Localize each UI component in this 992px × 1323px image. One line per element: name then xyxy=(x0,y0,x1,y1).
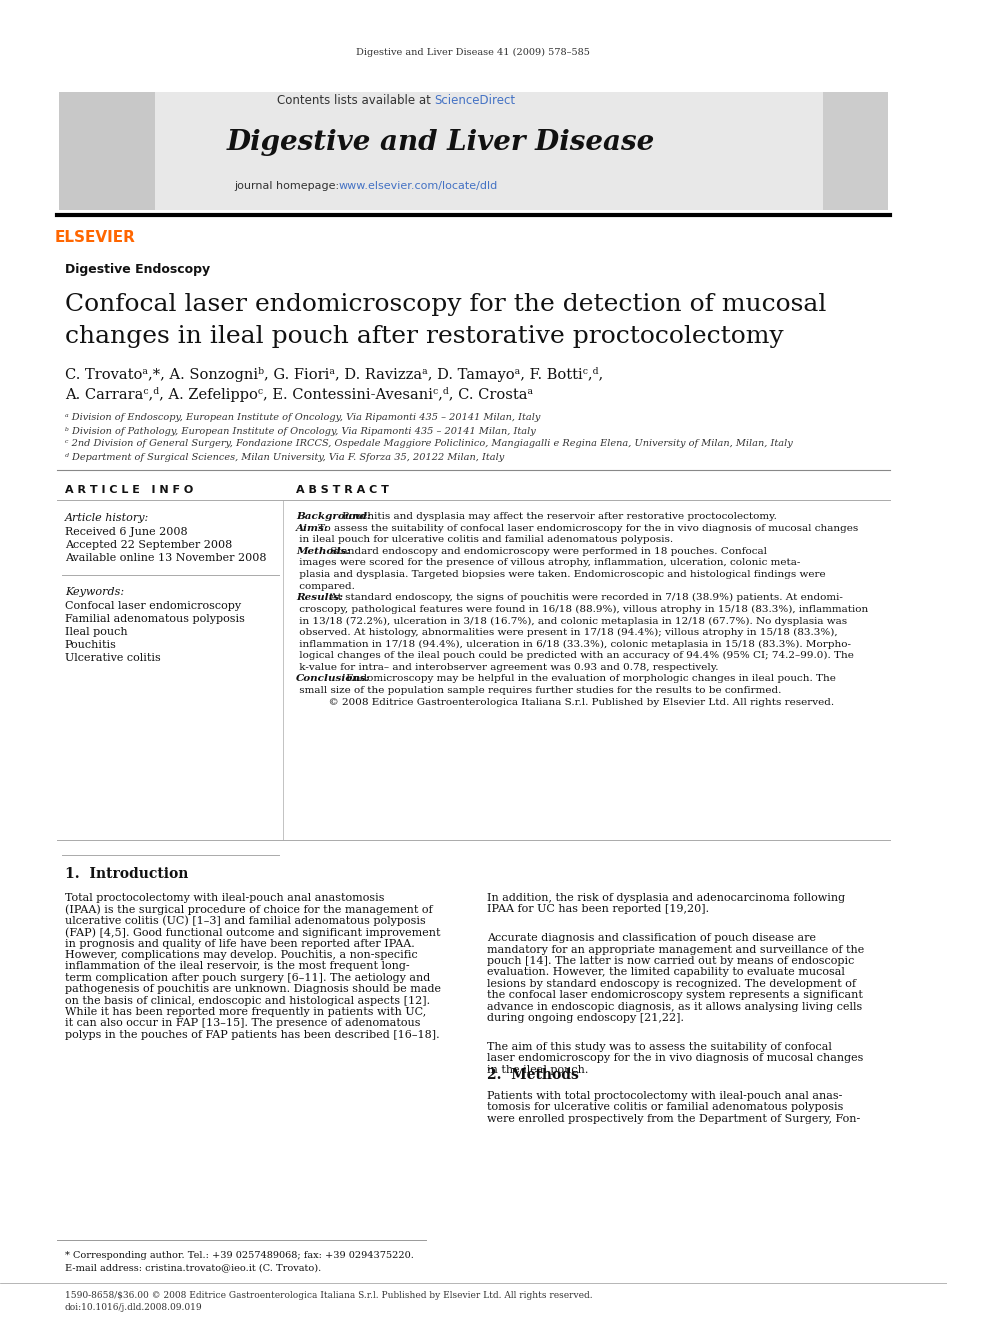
Text: Results:: Results: xyxy=(296,593,343,602)
Text: Pouchitis and dysplasia may affect the reservoir after restorative proctocolecto: Pouchitis and dysplasia may affect the r… xyxy=(339,512,777,521)
Text: in the ileal pouch.: in the ileal pouch. xyxy=(487,1065,588,1074)
Text: Standard endoscopy and endomicroscopy were performed in 18 pouches. Confocal: Standard endoscopy and endomicroscopy we… xyxy=(327,546,767,556)
Text: www.elsevier.com/locate/dld: www.elsevier.com/locate/dld xyxy=(339,181,498,191)
Text: However, complications may develop. Pouchitis, a non-specific: However, complications may develop. Pouc… xyxy=(64,950,418,960)
Text: At standard endoscopy, the signs of pouchitis were recorded in 7/18 (38.9%) pati: At standard endoscopy, the signs of pouc… xyxy=(327,593,843,602)
Text: compared.: compared. xyxy=(296,582,355,590)
Text: A. Carraraᶜ,ᵈ, A. Zefelippoᶜ, E. Contessini-Avesaniᶜ,ᵈ, C. Crostaᵃ: A. Carraraᶜ,ᵈ, A. Zefelippoᶜ, E. Contess… xyxy=(64,388,533,402)
Text: A R T I C L E   I N F O: A R T I C L E I N F O xyxy=(64,486,193,495)
Text: journal homepage:: journal homepage: xyxy=(234,181,342,191)
Text: laser endomicroscopy for the in vivo diagnosis of mucosal changes: laser endomicroscopy for the in vivo dia… xyxy=(487,1053,863,1064)
Text: logical changes of the ileal pouch could be predicted with an accuracy of 94.4% : logical changes of the ileal pouch could… xyxy=(296,651,854,660)
Text: ᶜ 2nd Division of General Surgery, Fondazione IRCCS, Ospedale Maggiore Policlini: ᶜ 2nd Division of General Surgery, Fonda… xyxy=(64,439,793,448)
Text: in ileal pouch for ulcerative colitis and familial adenomatous polyposis.: in ileal pouch for ulcerative colitis an… xyxy=(296,536,673,544)
Text: Article history:: Article history: xyxy=(64,513,149,523)
Text: observed. At histology, abnormalities were present in 17/18 (94.4%); villous atr: observed. At histology, abnormalities we… xyxy=(296,628,837,638)
Text: Digestive Endoscopy: Digestive Endoscopy xyxy=(64,263,210,277)
Text: Digestive and Liver Disease: Digestive and Liver Disease xyxy=(227,128,655,156)
Text: Received 6 June 2008: Received 6 June 2008 xyxy=(64,527,187,537)
Text: In addition, the risk of dysplasia and adenocarcinoma following: In addition, the risk of dysplasia and a… xyxy=(487,893,845,904)
FancyBboxPatch shape xyxy=(822,93,888,210)
Text: C. Trovatoᵃ,*, A. Sonzogniᵇ, G. Fioriᵃ, D. Ravizzaᵃ, D. Tamayoᵃ, F. Bottiᶜ,ᵈ,: C. Trovatoᵃ,*, A. Sonzogniᵇ, G. Fioriᵃ, … xyxy=(64,366,603,381)
Text: Total proctocolectomy with ileal-pouch anal anastomosis: Total proctocolectomy with ileal-pouch a… xyxy=(64,893,384,904)
Text: doi:10.1016/j.dld.2008.09.019: doi:10.1016/j.dld.2008.09.019 xyxy=(64,1303,202,1311)
Text: tomosis for ulcerative colitis or familial adenomatous polyposis: tomosis for ulcerative colitis or famili… xyxy=(487,1102,843,1113)
Text: Pouchitis: Pouchitis xyxy=(64,640,117,650)
Text: 2.  Methods: 2. Methods xyxy=(487,1068,578,1082)
Text: Digestive and Liver Disease 41 (2009) 578–585: Digestive and Liver Disease 41 (2009) 57… xyxy=(356,48,590,57)
Text: Accepted 22 September 2008: Accepted 22 September 2008 xyxy=(64,540,232,550)
Text: While it has been reported more frequently in patients with UC,: While it has been reported more frequent… xyxy=(64,1007,427,1017)
Text: advance in endoscopic diagnosis, as it allows analysing living cells: advance in endoscopic diagnosis, as it a… xyxy=(487,1002,862,1012)
Text: Ulcerative colitis: Ulcerative colitis xyxy=(64,654,161,663)
Text: Patients with total proctocolectomy with ileal-pouch anal anas-: Patients with total proctocolectomy with… xyxy=(487,1091,842,1101)
Text: Ileal pouch: Ileal pouch xyxy=(64,627,128,636)
Text: plasia and dysplasia. Targeted biopsies were taken. Endomicroscopic and histolog: plasia and dysplasia. Targeted biopsies … xyxy=(296,570,825,579)
Text: ᵇ Division of Pathology, European Institute of Oncology, Via Ripamonti 435 – 201: ᵇ Division of Pathology, European Instit… xyxy=(64,426,536,435)
Text: IPAA for UC has been reported [19,20].: IPAA for UC has been reported [19,20]. xyxy=(487,905,709,914)
Text: croscopy, pathological features were found in 16/18 (88.9%), villous atrophy in : croscopy, pathological features were fou… xyxy=(296,605,868,614)
Text: A B S T R A C T: A B S T R A C T xyxy=(296,486,389,495)
Text: polyps in the pouches of FAP patients has been described [16–18].: polyps in the pouches of FAP patients ha… xyxy=(64,1029,439,1040)
Text: term complication after pouch surgery [6–11]. The aetiology and: term complication after pouch surgery [6… xyxy=(64,972,431,983)
Text: Conclusions:: Conclusions: xyxy=(296,675,370,684)
Text: images were scored for the presence of villous atrophy, inflammation, ulceration: images were scored for the presence of v… xyxy=(296,558,801,568)
Text: The aim of this study was to assess the suitability of confocal: The aim of this study was to assess the … xyxy=(487,1041,831,1052)
Text: (IPAA) is the surgical procedure of choice for the management of: (IPAA) is the surgical procedure of choi… xyxy=(64,905,433,916)
Text: changes in ileal pouch after restorative proctocolectomy: changes in ileal pouch after restorative… xyxy=(64,325,784,348)
Text: ᵈ Department of Surgical Sciences, Milan University, Via F. Sforza 35, 20122 Mil: ᵈ Department of Surgical Sciences, Milan… xyxy=(64,452,504,462)
Text: on the basis of clinical, endoscopic and histological aspects [12].: on the basis of clinical, endoscopic and… xyxy=(64,996,430,1005)
Text: small size of the population sample requires further studies for the results to : small size of the population sample requ… xyxy=(296,687,782,695)
Text: Familial adenomatous polyposis: Familial adenomatous polyposis xyxy=(64,614,245,624)
Text: were enrolled prospectively from the Department of Surgery, Fon-: were enrolled prospectively from the Dep… xyxy=(487,1114,860,1123)
Text: in 13/18 (72.2%), ulceration in 3/18 (16.7%), and colonic metaplasia in 12/18 (6: in 13/18 (72.2%), ulceration in 3/18 (16… xyxy=(296,617,847,626)
Text: ScienceDirect: ScienceDirect xyxy=(434,94,516,106)
Text: 1590-8658/$36.00 © 2008 Editrice Gastroenterologica Italiana S.r.l. Published by: 1590-8658/$36.00 © 2008 Editrice Gastroe… xyxy=(64,1290,592,1299)
Text: Background:: Background: xyxy=(296,512,371,521)
Text: k-value for intra– and interobserver agreement was 0.93 and 0.78, respectively.: k-value for intra– and interobserver agr… xyxy=(296,663,718,672)
Text: the confocal laser endomicroscopy system represents a significant: the confocal laser endomicroscopy system… xyxy=(487,990,863,1000)
Text: it can also occur in FAP [13–15]. The presence of adenomatous: it can also occur in FAP [13–15]. The pr… xyxy=(64,1019,421,1028)
Text: Aims:: Aims: xyxy=(296,524,328,533)
Text: Confocal laser endomicroscopy for the detection of mucosal: Confocal laser endomicroscopy for the de… xyxy=(64,294,826,316)
Text: Endomicroscopy may be helpful in the evaluation of morphologic changes in ileal : Endomicroscopy may be helpful in the eva… xyxy=(343,675,835,684)
Text: * Corresponding author. Tel.: +39 0257489068; fax: +39 0294375220.: * Corresponding author. Tel.: +39 025748… xyxy=(64,1250,414,1259)
Text: ELSEVIER: ELSEVIER xyxy=(55,230,136,246)
Text: (FAP) [4,5]. Good functional outcome and significant improvement: (FAP) [4,5]. Good functional outcome and… xyxy=(64,927,440,938)
Text: mandatory for an appropriate management and surveillance of the: mandatory for an appropriate management … xyxy=(487,945,864,955)
Text: pathogenesis of pouchitis are unknown. Diagnosis should be made: pathogenesis of pouchitis are unknown. D… xyxy=(64,984,440,994)
Text: Accurate diagnosis and classification of pouch disease are: Accurate diagnosis and classification of… xyxy=(487,933,815,943)
FancyBboxPatch shape xyxy=(60,93,155,210)
Text: Available online 13 November 2008: Available online 13 November 2008 xyxy=(64,553,267,564)
Text: E-mail address: cristina.trovato@ieo.it (C. Trovato).: E-mail address: cristina.trovato@ieo.it … xyxy=(64,1263,321,1273)
Text: evaluation. However, the limited capability to evaluate mucosal: evaluation. However, the limited capabil… xyxy=(487,967,844,978)
Text: inflammation in 17/18 (94.4%), ulceration in 6/18 (33.3%), colonic metaplasia in: inflammation in 17/18 (94.4%), ulceratio… xyxy=(296,639,851,648)
Text: © 2008 Editrice Gastroenterologica Italiana S.r.l. Published by Elsevier Ltd. Al: © 2008 Editrice Gastroenterologica Itali… xyxy=(296,697,834,706)
Text: Keywords:: Keywords: xyxy=(64,587,124,597)
Text: Contents lists available at: Contents lists available at xyxy=(277,94,434,106)
Text: lesions by standard endoscopy is recognized. The development of: lesions by standard endoscopy is recogni… xyxy=(487,979,856,988)
Text: inflammation of the ileal reservoir, is the most frequent long-: inflammation of the ileal reservoir, is … xyxy=(64,962,410,971)
Text: ulcerative colitis (UC) [1–3] and familial adenomatous polyposis: ulcerative colitis (UC) [1–3] and famili… xyxy=(64,916,426,926)
Text: in prognosis and quality of life have been reported after IPAA.: in prognosis and quality of life have be… xyxy=(64,938,415,949)
Text: Confocal laser endomicroscopy: Confocal laser endomicroscopy xyxy=(64,601,241,611)
Text: during ongoing endoscopy [21,22].: during ongoing endoscopy [21,22]. xyxy=(487,1013,683,1023)
FancyBboxPatch shape xyxy=(60,93,849,210)
Text: Methods:: Methods: xyxy=(296,546,350,556)
Text: ᵃ Division of Endoscopy, European Institute of Oncology, Via Ripamonti 435 – 201: ᵃ Division of Endoscopy, European Instit… xyxy=(64,414,541,422)
Text: To assess the suitability of confocal laser endomicroscopy for the in vivo diagn: To assess the suitability of confocal la… xyxy=(315,524,859,533)
Text: pouch [14]. The latter is now carried out by means of endoscopic: pouch [14]. The latter is now carried ou… xyxy=(487,957,854,966)
Text: 1.  Introduction: 1. Introduction xyxy=(64,867,188,881)
